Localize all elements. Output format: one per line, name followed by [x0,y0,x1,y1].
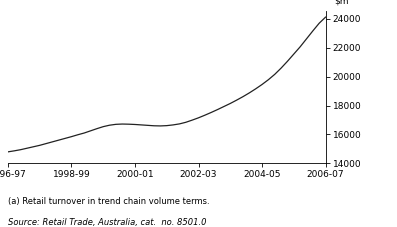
Text: Source: Retail Trade, Australia, cat.  no. 8501.0: Source: Retail Trade, Australia, cat. no… [8,218,206,227]
Text: $m: $m [334,0,349,6]
Text: (a) Retail turnover in trend chain volume terms.: (a) Retail turnover in trend chain volum… [8,197,210,207]
